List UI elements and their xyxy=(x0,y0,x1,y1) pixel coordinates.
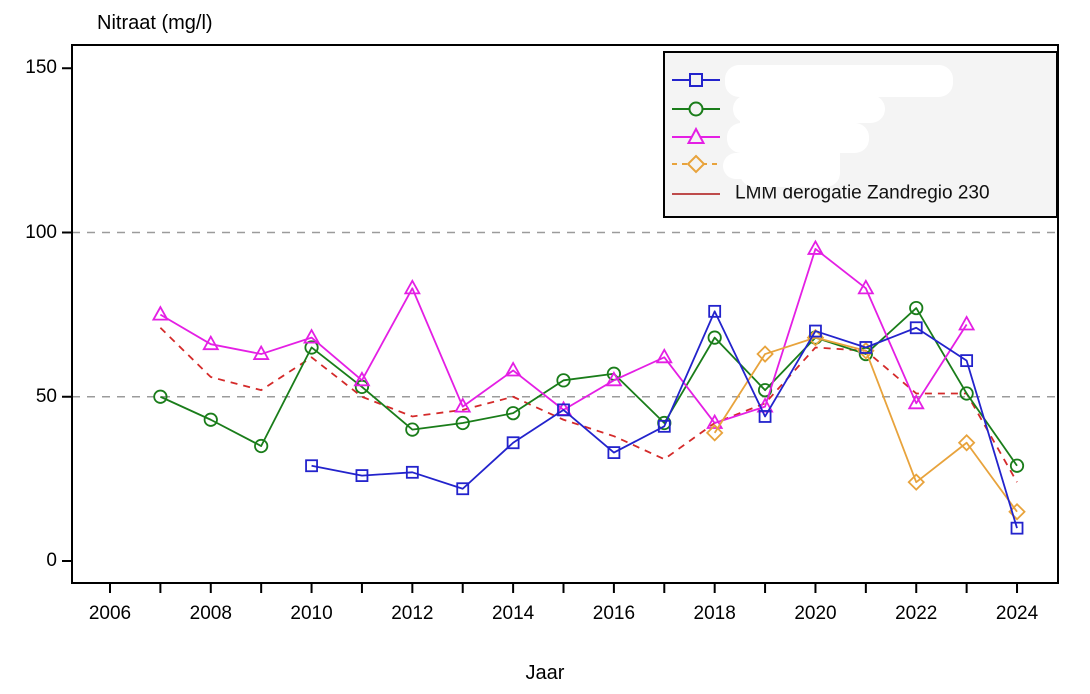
series-1-marker-2024 xyxy=(1010,521,1024,535)
series-3-marker-2014 xyxy=(504,361,522,377)
x-tick-label-2012: 2012 xyxy=(391,603,434,624)
series-3-marker-2010 xyxy=(303,328,321,344)
series-4-marker-2022 xyxy=(907,473,926,491)
legend-sample-triangle-icon xyxy=(672,127,720,144)
legend-sample-circle-icon xyxy=(672,101,720,117)
series-1-marker-2020 xyxy=(809,324,822,338)
series-3-marker-2016 xyxy=(605,370,623,387)
series-3-marker-2017 xyxy=(655,347,673,364)
x-tick-label-2008: 2008 xyxy=(189,603,232,624)
series-1-marker-2023 xyxy=(960,354,974,368)
series-3-marker-2007 xyxy=(151,305,169,321)
x-tick-label-2018: 2018 xyxy=(693,603,736,624)
series-1-marker-2013 xyxy=(456,482,470,496)
series-2-marker-2015 xyxy=(556,373,571,388)
series-1-marker-2017 xyxy=(657,419,671,433)
redaction-blob-4 xyxy=(727,123,869,153)
series-1-marker-2014 xyxy=(506,436,520,450)
series-2-marker-2014 xyxy=(506,406,521,421)
series-3-marker-2008 xyxy=(202,334,220,351)
x-tick-label-2024: 2024 xyxy=(995,603,1039,624)
series-4-marker-2019 xyxy=(756,345,774,363)
series-2-marker-2024 xyxy=(1009,458,1025,473)
series-2-marker-2019 xyxy=(757,383,773,398)
series-1-marker-2011 xyxy=(355,469,369,482)
series-1-marker-2010 xyxy=(305,459,318,473)
legend-sample-line-icon xyxy=(672,193,720,195)
y-tick-label-100: 100 xyxy=(25,221,57,243)
y-tick-label-0: 0 xyxy=(46,550,57,571)
series-3-marker-2013 xyxy=(454,397,472,413)
series-1-marker-2018 xyxy=(708,304,722,318)
series-3-marker-2020 xyxy=(806,239,824,255)
x-tick-label-2016: 2016 xyxy=(592,603,636,624)
series-3-marker-2012 xyxy=(403,279,421,295)
legend-sample-diamond-icon xyxy=(672,154,720,174)
series-2-marker-2022 xyxy=(909,300,924,316)
series-2-marker-2012 xyxy=(405,422,420,437)
x-tick-label-2006: 2006 xyxy=(88,603,132,624)
series-2-marker-2009 xyxy=(254,438,269,454)
series-1-marker-2015 xyxy=(557,403,570,417)
redaction-blob-3 xyxy=(733,95,885,123)
series-1-marker-2016 xyxy=(607,446,621,459)
series-3-marker-2011 xyxy=(353,370,371,387)
series-3-marker-2018 xyxy=(706,413,724,429)
series-2-marker-2013 xyxy=(455,415,470,431)
x-tick-label-2010: 2010 xyxy=(290,603,333,624)
series-3-marker-2021 xyxy=(857,279,875,295)
chart-title: Nitraat (mg/l) xyxy=(97,12,213,34)
series-2-marker-2018 xyxy=(707,330,722,345)
series-2-marker-2023 xyxy=(959,386,974,401)
series-line-3 xyxy=(159,248,968,424)
series-1-marker-2019 xyxy=(758,410,772,423)
series-2-marker-2007 xyxy=(153,389,168,404)
series-1-marker-2012 xyxy=(405,465,419,479)
series-1-marker-2022 xyxy=(909,321,923,335)
series-4-marker-2023 xyxy=(957,433,976,452)
series-3-marker-2023 xyxy=(958,315,976,331)
series-line-4 xyxy=(713,336,1018,513)
series-2-marker-2010 xyxy=(304,340,319,355)
x-tick-label-2020: 2020 xyxy=(794,603,837,624)
y-tick-label-150: 150 xyxy=(25,57,57,79)
legend-label-5: LMM derogatie Zandregio 230 xyxy=(735,182,990,204)
plot-border xyxy=(71,44,1059,584)
series-line-5 xyxy=(159,327,1018,483)
x-tick-label-2014: 2014 xyxy=(491,603,535,624)
series-1-marker-2021 xyxy=(859,341,873,354)
series-3-marker-2022 xyxy=(907,393,925,410)
x-axis-label: Jaar xyxy=(525,662,565,684)
series-2-marker-2008 xyxy=(203,412,218,427)
legend: LMM derogatie Zandregio 230 xyxy=(663,51,1058,218)
y-tick-label-50: 50 xyxy=(35,385,57,407)
redaction-blob-5 xyxy=(723,153,811,179)
series-3-marker-2009 xyxy=(252,344,270,360)
series-line-1 xyxy=(311,310,1018,529)
series-line-2 xyxy=(160,307,1018,467)
x-tick-label-2022: 2022 xyxy=(895,603,938,624)
series-4-marker-2018 xyxy=(705,424,724,442)
legend-sample-square-icon xyxy=(672,73,720,87)
